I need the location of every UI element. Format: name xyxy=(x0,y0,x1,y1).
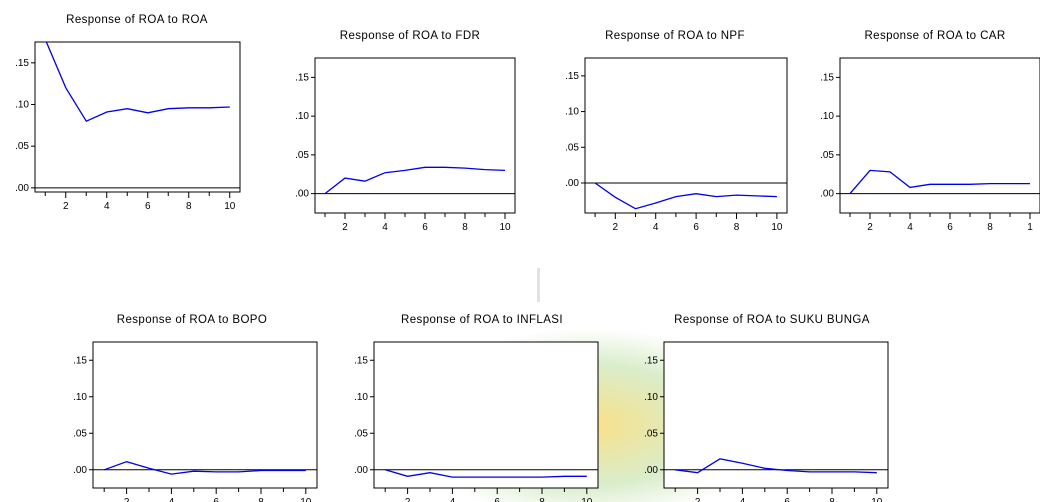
x-tick-label: 6 xyxy=(494,497,500,502)
y-tick-label: .10 xyxy=(820,111,834,122)
y-tick-label: .10 xyxy=(73,392,87,403)
x-tick-label: 8 xyxy=(462,222,468,233)
x-tick-label: 4 xyxy=(740,497,746,502)
x-tick-label: 2 xyxy=(613,222,619,233)
irf-line xyxy=(45,42,230,123)
x-tick-label: 2 xyxy=(867,222,873,233)
irf-line xyxy=(103,461,306,475)
watermark-bar xyxy=(537,268,540,302)
irf-line xyxy=(675,458,877,474)
x-tick-label: 6 xyxy=(213,497,219,502)
irf-line xyxy=(594,182,777,210)
x-tick-label: 8 xyxy=(987,222,993,233)
plot-frame xyxy=(839,57,1040,214)
plot-frame xyxy=(584,57,788,214)
chart-title: Response of ROA to INFLASI xyxy=(401,314,563,326)
x-tick-label: 4 xyxy=(382,222,388,233)
x-tick-label: 2 xyxy=(124,497,130,502)
x-tick-label: 6 xyxy=(145,201,151,212)
x-tick-label: 10 xyxy=(499,222,511,233)
x-tick-label: 8 xyxy=(539,497,545,502)
irf-chart-roa: Response of ROA to ROA .15 .10 .05 .00 2 4 6 8 10 xyxy=(15,14,241,212)
x-tick-label: 6 xyxy=(784,497,790,502)
y-tick-label: .15 xyxy=(820,72,834,83)
x-tick-label: 4 xyxy=(169,497,175,502)
y-tick-label: .10 xyxy=(354,392,368,403)
y-tick-label: .05 xyxy=(565,142,579,153)
plot-frame xyxy=(663,341,889,489)
y-tick-label: .00 xyxy=(820,189,834,200)
y-tick-label: .05 xyxy=(15,141,29,152)
irf-chart-fdr: Response of ROA to FDR .15 .10 .05 .00 2 4 6 8 10 xyxy=(295,30,516,233)
chart-title: Response of ROA to NPF xyxy=(605,30,745,42)
y-tick-label: .00 xyxy=(644,465,658,476)
x-tick-label: 8 xyxy=(186,201,192,212)
x-tick-label: 2 xyxy=(342,222,348,233)
irf-chart-inflasi: Response of ROA to INFLASI .15 .10 .05 .00 2 4… xyxy=(354,314,599,502)
irf-chart-suku-bunga: Response of ROA to SUKU BUNGA .15 .10 .05 .0… xyxy=(644,314,889,502)
x-tick-label: 6 xyxy=(693,222,699,233)
y-tick-label: .10 xyxy=(644,392,658,403)
plot-frame xyxy=(92,341,318,489)
x-tick-label: 10 xyxy=(771,222,783,233)
irf-chart-npf: Response of ROA to NPF .15 .10 .05 .00 2 4 6 8 10 xyxy=(565,30,788,233)
x-tick-label: 6 xyxy=(947,222,953,233)
irf-chart-bopo: Response of ROA to BOPO .15 .10 .05 .00 2 4 6 8 1… xyxy=(73,314,318,502)
y-tick-label: .00 xyxy=(565,178,579,189)
y-tick-label: .05 xyxy=(295,150,309,161)
x-tick-label: 4 xyxy=(104,201,110,212)
x-tick-label: 2 xyxy=(695,497,701,502)
x-tick-label: 6 xyxy=(422,222,428,233)
x-tick-label: 4 xyxy=(907,222,913,233)
y-tick-label: .05 xyxy=(73,428,87,439)
irf-line xyxy=(849,169,1030,195)
x-tick-label: 1 xyxy=(1027,222,1033,233)
irf-chart-car: Response of ROA to CAR .15 .10 .05 .00 2 4 6 8 1 xyxy=(820,30,1040,233)
irf-line xyxy=(385,469,587,478)
x-tick-label: 10 xyxy=(581,497,593,502)
plot-frame xyxy=(34,41,241,193)
y-tick-label: .00 xyxy=(354,465,368,476)
irf-line xyxy=(324,166,506,195)
x-tick-label: 8 xyxy=(734,222,740,233)
y-tick-label: .15 xyxy=(73,355,87,366)
x-tick-label: 2 xyxy=(405,497,411,502)
x-tick-label: 8 xyxy=(258,497,264,502)
plot-frame xyxy=(314,57,516,214)
chart-title: Response of ROA to FDR xyxy=(340,30,480,42)
chart-title: Response of ROA to SUKU BUNGA xyxy=(674,314,870,326)
y-tick-label: .05 xyxy=(820,150,834,161)
y-tick-label: .10 xyxy=(295,111,309,122)
y-tick-label: .15 xyxy=(354,355,368,366)
plot-frame xyxy=(373,341,599,489)
y-tick-label: .15 xyxy=(565,71,579,82)
y-tick-label: .00 xyxy=(73,465,87,476)
x-tick-label: 2 xyxy=(63,201,69,212)
y-tick-label: .00 xyxy=(15,183,29,194)
chart-title: Response of ROA to CAR xyxy=(864,30,1005,42)
x-tick-label: 10 xyxy=(224,201,236,212)
y-tick-label: .15 xyxy=(644,355,658,366)
y-tick-label: .15 xyxy=(15,58,29,69)
x-tick-label: 4 xyxy=(653,222,659,233)
x-tick-label: 8 xyxy=(829,497,835,502)
y-tick-label: .00 xyxy=(295,189,309,200)
x-tick-label: 4 xyxy=(450,497,456,502)
y-tick-label: .05 xyxy=(644,428,658,439)
y-tick-label: .10 xyxy=(565,107,579,118)
y-tick-label: .15 xyxy=(295,72,309,83)
x-tick-label: 10 xyxy=(300,497,312,502)
chart-title: Response of ROA to ROA xyxy=(66,14,208,26)
y-tick-label: .10 xyxy=(15,100,29,111)
chart-title: Response of ROA to BOPO xyxy=(117,314,267,326)
x-tick-label: 10 xyxy=(871,497,883,502)
y-tick-label: .05 xyxy=(354,428,368,439)
